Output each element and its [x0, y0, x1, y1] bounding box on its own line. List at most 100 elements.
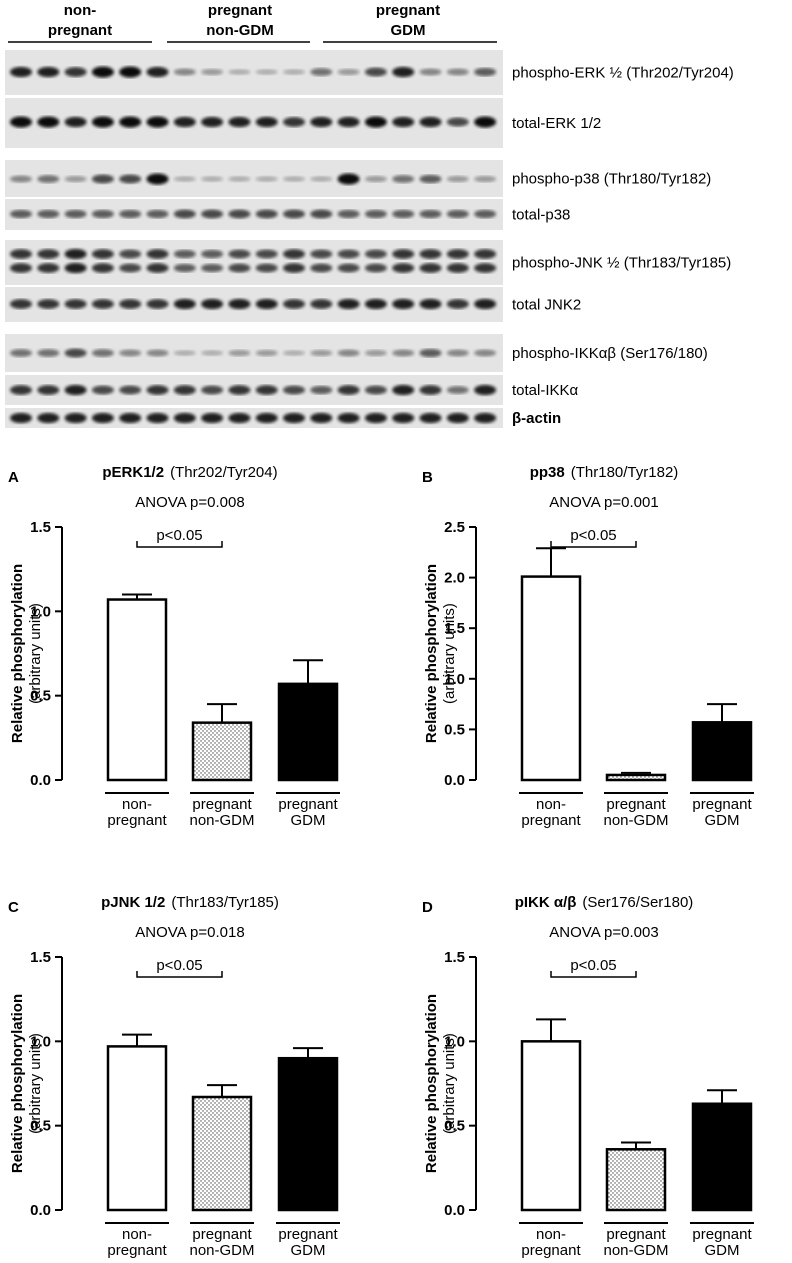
blot-band [283, 209, 305, 219]
y-tick-label: 0.5 [30, 688, 51, 705]
blot-band [91, 116, 114, 128]
significance-bracket [550, 541, 637, 548]
group-label: non-GDM [206, 22, 273, 39]
blot-band [173, 263, 196, 273]
group-label: pregnant [208, 2, 272, 19]
blot-band [446, 209, 469, 219]
x-tick-label: non-GDM [603, 812, 668, 829]
y-axis-label: Relative phosphorylation [423, 564, 440, 743]
blot-band [364, 298, 387, 310]
blot-band [146, 412, 169, 424]
blot-band [392, 412, 415, 424]
blot-band [419, 209, 442, 219]
x-tick-label: GDM [291, 1242, 326, 1259]
blot-band [146, 385, 169, 395]
x-tick-label: non- [122, 796, 152, 813]
blot-band [364, 385, 387, 395]
blot-band [310, 209, 333, 219]
blot-band [201, 412, 224, 424]
blot-band [119, 385, 142, 395]
significance-label: p<0.05 [156, 957, 202, 974]
blot-band [201, 68, 224, 76]
blot-band [419, 68, 442, 76]
blot-band [146, 66, 169, 78]
significance-bracket [136, 541, 223, 548]
blot-band [392, 249, 415, 259]
blot-band [283, 69, 305, 75]
blot-band [64, 175, 87, 183]
blot-band [119, 249, 142, 259]
blot-band [119, 263, 142, 273]
blot-band [419, 263, 442, 273]
chart-subtitle: ANOVA p=0.003 [549, 924, 658, 941]
blot-band [255, 116, 278, 128]
significance-label: p<0.05 [570, 957, 616, 974]
blot-band [446, 263, 469, 273]
x-tick-label: pregnant [107, 812, 167, 829]
blot-band [310, 349, 333, 357]
chart-subtitle: ANOVA p=0.008 [135, 494, 244, 511]
y-tick-label: 1.0 [30, 603, 51, 620]
blot-band [310, 385, 333, 395]
x-tick-label: pregnant [192, 1226, 252, 1243]
blot-band [91, 385, 114, 395]
x-tick-label: GDM [291, 812, 326, 829]
blot-band [474, 263, 497, 273]
blot-band [37, 249, 60, 259]
blot-band [310, 116, 333, 128]
blot-band [146, 116, 169, 128]
x-tick-label: non-GDM [603, 1242, 668, 1259]
significance-bracket [550, 971, 637, 978]
blot-band [10, 66, 32, 78]
x-tick-label: non- [122, 1226, 152, 1243]
blot-band [255, 249, 278, 259]
blot-label: phospho-p38 (Thr180/Tyr182) [512, 171, 711, 188]
blot-band [283, 263, 305, 273]
blot-band [173, 412, 196, 424]
blot-band [392, 209, 415, 219]
blot-band [364, 249, 387, 259]
blot-band [392, 263, 415, 273]
blot-band [228, 249, 251, 259]
blot-band [173, 298, 196, 310]
blot-strip [5, 240, 503, 285]
blot-band [337, 385, 360, 395]
blot-band [474, 412, 497, 424]
blot-band [173, 176, 196, 182]
blot-band [228, 385, 251, 395]
blot-band [37, 263, 60, 273]
blot-band [91, 349, 114, 357]
chart-subtitle: ANOVA p=0.001 [549, 494, 658, 511]
y-tick-label: 0.5 [444, 721, 465, 738]
blot-band [337, 173, 360, 185]
y-tick-label: 0.0 [30, 1202, 51, 1219]
group-label: pregnant [376, 2, 440, 19]
blot-band [474, 209, 497, 219]
significance-label: p<0.05 [570, 527, 616, 544]
blot-band [64, 348, 87, 358]
chart-subtitle: ANOVA p=0.018 [135, 924, 244, 941]
blot-band [474, 67, 497, 77]
chart-title: pp38 (Thr180/Tyr182) [530, 464, 679, 481]
y-axis-sublabel: (arbitrary units) [441, 1033, 458, 1134]
blot-band [446, 175, 469, 183]
blot-band [119, 209, 142, 219]
blot-band [310, 68, 333, 76]
title-detail: (Thr202/Tyr204) [170, 464, 278, 481]
blot-band [64, 384, 87, 396]
x-tick-label: non- [536, 796, 566, 813]
blot-band [337, 209, 360, 219]
blot-band [10, 299, 32, 309]
blot-band [392, 384, 415, 396]
blot-band [255, 69, 278, 75]
blot-band [146, 349, 169, 357]
significance-label: p<0.05 [156, 527, 202, 544]
blot-band [419, 412, 442, 424]
blot-band [446, 68, 469, 76]
blot-band [91, 209, 114, 219]
blot-band [173, 116, 196, 128]
blot-band [201, 249, 224, 259]
blot-band [337, 116, 360, 128]
x-tick-label: non-GDM [189, 1242, 254, 1259]
blot-band [10, 249, 32, 259]
